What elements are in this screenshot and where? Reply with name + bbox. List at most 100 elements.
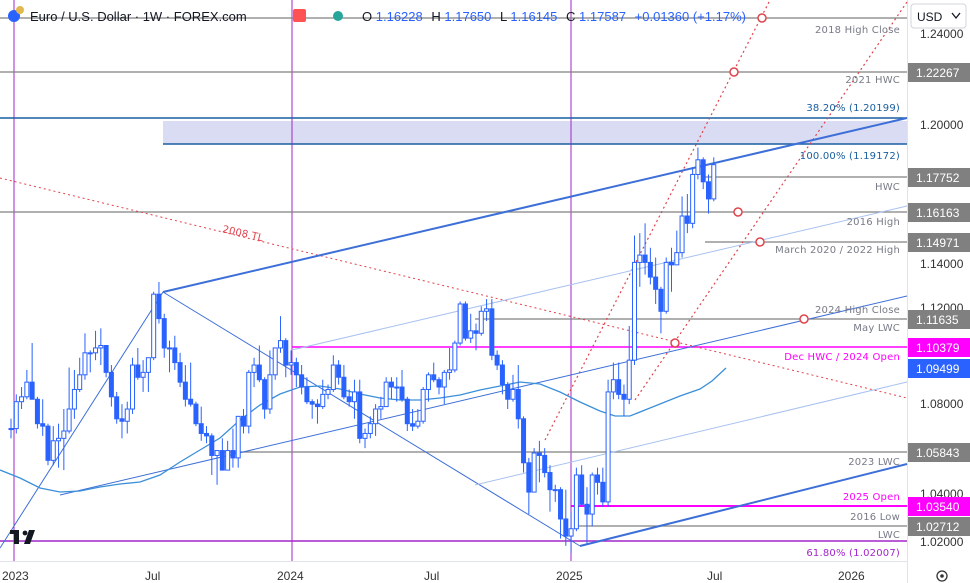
candle-body [29,381,35,400]
currency-button-frame [910,3,967,29]
candle-body [605,391,611,503]
candle-body [436,379,442,388]
candle-body [600,481,606,503]
target-marker-4 [755,237,765,247]
candle-body [378,406,384,410]
channel-light-upper [291,205,908,351]
candle-body [357,391,363,439]
badge-bg-1-05843 [908,443,970,462]
candle-body [61,430,67,439]
badge-bg-1-16163 [908,203,970,222]
candle-body [198,423,204,434]
steep-channel-lower [634,1,908,401]
candle-body [66,408,72,432]
candle-body [468,330,474,339]
candle-body [373,408,379,425]
price-tick-1-02000: 1.02000 [920,535,964,549]
candle-body [494,354,500,366]
candle-body [119,418,125,422]
badge-bg-1-10379 [908,338,970,357]
candle-body [262,379,268,410]
candle-body [595,474,601,483]
symbol-flag-icon [8,10,20,22]
support-levels [0,17,907,542]
annotation-2023-lwc: 2023 LWC [848,457,900,468]
candle-body [647,261,653,278]
candle-body [177,362,183,383]
candle-body [77,374,83,390]
tradingview-logo-icon[interactable] [10,530,35,544]
candle-body [521,418,527,464]
candle-body [346,396,352,403]
moving-average [0,367,727,493]
header-legend: Euro / U.S. Dollar · 1W · FOREX.com O 1.… [8,6,746,24]
candle-body [225,450,231,471]
ohlc-h-label: H [431,9,440,24]
candle-body [484,308,490,312]
badge-1-11635: 1.11635 [916,313,959,327]
badge-bg-current-price [908,359,970,378]
candle-body [558,489,564,520]
candle-body [441,371,447,388]
ohlc-l-value: 1.16145 [510,9,557,24]
candle-body [399,386,405,400]
candle-body [108,371,114,398]
candle-body [658,288,664,312]
target-marker-5 [799,314,809,324]
candle-body [45,425,51,461]
badge-1-03540: 1.03540 [916,500,960,514]
candle-body [8,428,14,431]
candle-body [82,352,88,376]
settings-gear-icon[interactable] [936,570,948,582]
candle-body [420,388,426,422]
candle-body [573,474,579,530]
candle-body [584,503,590,515]
candle-body [71,388,77,410]
annotation-2021-hwc: 2021 HWC [845,75,900,86]
candle-body [336,364,342,378]
currency-button[interactable]: USD [910,3,967,29]
annotation-fib-100: 100.00% (1.19172) [800,151,900,162]
candle-body [172,347,178,364]
candles [8,147,717,554]
candle-body [283,340,289,366]
gear-ring [936,570,948,582]
candle-body [415,420,421,427]
candle-body [267,374,273,410]
candle-body [309,401,315,405]
candle-body [140,371,146,378]
price-tick-1-20000: 1.20000 [920,118,964,132]
badge-1-02712: 1.02712 [916,520,960,534]
candle-body [690,173,696,224]
ohlc-c-value: 1.17587 [579,9,626,24]
candle-body [705,181,711,200]
candle-body [188,398,194,405]
target-markers [670,13,809,348]
candle-body [542,454,548,474]
candle-body [663,261,669,312]
candle-body [579,474,585,505]
candle-body [642,254,648,263]
level-annotations: 2018 High Close 2021 HWC 38.20% (1.20199… [221,25,900,559]
candle-body [351,391,357,403]
candle-body [87,352,93,355]
candle-body [388,381,394,388]
price-tick-1-14000: 1.14000 [920,257,964,271]
candle-body [34,398,40,425]
candle-body [674,252,680,266]
candle-body [135,364,141,378]
candle-body [452,342,458,371]
candle-body [410,423,416,427]
candle-body [272,347,278,376]
candle-body [256,364,262,381]
live-status-icon [333,11,343,21]
annotation-hwc: HWC [875,182,900,193]
price-tick-1-24000: 1.24000 [920,27,964,41]
candle-body [626,359,632,400]
time-tick-jul-2023: Jul [145,569,160,583]
candle-body [383,381,389,408]
candle-body [505,384,511,400]
candle-body [711,164,717,200]
candle-body [151,293,157,359]
